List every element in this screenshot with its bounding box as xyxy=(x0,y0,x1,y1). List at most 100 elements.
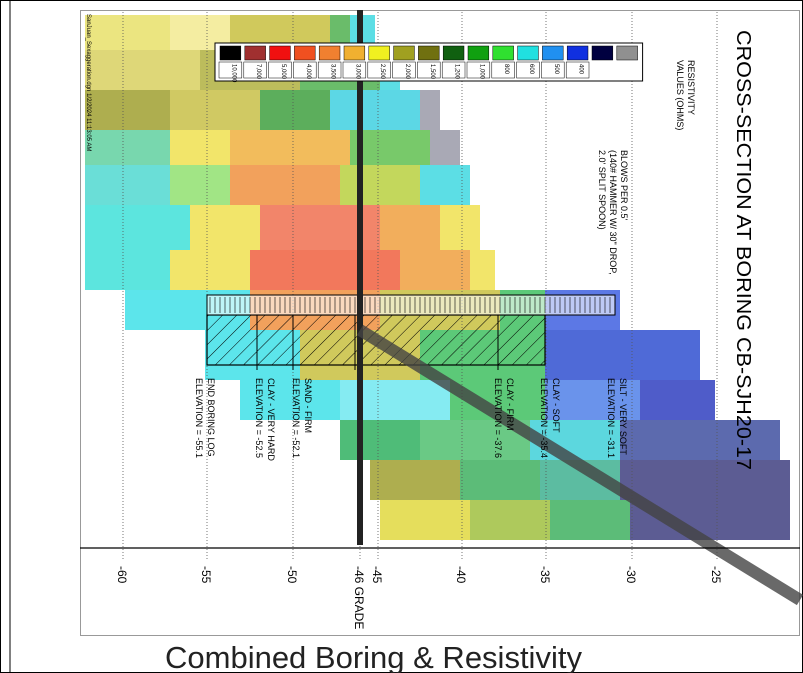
axis-label: -55 xyxy=(199,566,213,584)
resistivity-block xyxy=(85,90,170,130)
resistivity-block xyxy=(85,165,170,205)
resistivity-block xyxy=(550,500,630,540)
resistivity-block xyxy=(85,15,170,50)
resistivity-block xyxy=(440,205,480,250)
resistivity-block xyxy=(260,90,330,130)
blows-note: (140# HAMMER W/ 30" DROP, xyxy=(608,150,618,275)
resistivity-block xyxy=(400,250,470,290)
resistivity-block xyxy=(470,500,550,540)
legend-value: 7,000 xyxy=(255,64,261,80)
legend-swatch xyxy=(318,45,341,61)
resistivity-block xyxy=(170,130,230,165)
resistivity-block xyxy=(240,380,340,420)
legend-value: 400 xyxy=(578,64,584,75)
axis-label: -30 xyxy=(624,566,638,584)
resistivity-block xyxy=(85,130,170,165)
legend-value: 800 xyxy=(503,64,509,75)
axis-label: -40 xyxy=(454,566,468,584)
stratum-name: SILT - VERY SOFT xyxy=(618,378,628,455)
resistivity-block xyxy=(330,90,420,130)
resistivity-block xyxy=(250,250,400,290)
legend-swatch xyxy=(566,45,589,61)
resistivity-block xyxy=(430,130,460,165)
resistivity-block xyxy=(470,250,495,290)
axis-label: -60 xyxy=(115,566,129,584)
stratum-elevation: ELEVATION = -37.6 xyxy=(493,378,503,458)
legend-cell xyxy=(441,61,466,79)
legend-value: 600 xyxy=(528,64,534,75)
resistivity-block xyxy=(170,90,260,130)
stratum-elevation: ELEVATION = -52.5 xyxy=(254,378,264,458)
stratum-elevation: ELEVATION = -55.1 xyxy=(194,378,204,458)
legend-cell xyxy=(317,61,342,79)
legend-swatch xyxy=(616,45,638,61)
axis-label: -50 xyxy=(285,566,299,584)
stratum-name: SAND - FIRM xyxy=(303,378,313,433)
resistivity-block xyxy=(620,420,780,460)
resistivity-block xyxy=(350,130,430,165)
legend-value: 3,500 xyxy=(330,64,336,80)
resistivity-block xyxy=(545,380,640,420)
axis-label: -35 xyxy=(538,566,552,584)
resistivity-block xyxy=(620,460,790,500)
legend-swatch xyxy=(467,45,490,61)
legend-value: 4,000 xyxy=(305,64,311,80)
legend-cell xyxy=(417,61,441,79)
axis-label: -25 xyxy=(709,566,723,584)
legend-swatch xyxy=(294,45,316,61)
legend-value: 1,200 xyxy=(454,64,460,80)
legend-cell xyxy=(392,61,416,79)
legend-cell xyxy=(466,61,491,79)
resistivity-block xyxy=(640,380,715,420)
legend-cell xyxy=(342,61,367,79)
legend: 10,000 7,000 5,000 4,000 3,500 3,000 2,500 2,00… xyxy=(214,42,696,130)
axis-label: -45 xyxy=(370,566,384,584)
blows-note: BLOWS PER 0.5' xyxy=(619,150,629,221)
resistivity-block xyxy=(170,165,230,205)
legend-swatch xyxy=(542,45,564,61)
legend-value: 1,000 xyxy=(478,64,484,80)
legend-title: VALUES (OHMS) xyxy=(675,60,685,130)
elevation-grid: -60 -55 -50 -46 GRADE -45 -40 -35 -30 -25 xyxy=(115,12,723,629)
stratum-elevation: ELEVATION = -35.4 xyxy=(539,378,549,458)
axis-label: -46 GRADE xyxy=(352,566,366,629)
stratum-elevation: ELEVATION = -52.1 xyxy=(291,378,301,458)
legend-cell xyxy=(491,61,515,79)
caption: Combined Boring & Resistivity xyxy=(165,640,582,673)
legend-swatch xyxy=(244,45,266,61)
resistivity-block xyxy=(170,250,250,290)
legend-value: 10,000 xyxy=(230,64,236,83)
resistivity-block xyxy=(420,90,440,130)
legend-swatch xyxy=(591,45,614,61)
legend-value: 2,000 xyxy=(404,64,410,80)
resistivity-block xyxy=(190,205,260,250)
legend-value: 1,500 xyxy=(429,64,435,80)
drawing-title: CROSS-SECTION AT BORING CB-SJH20-17 xyxy=(732,30,754,470)
resistivity-block xyxy=(330,15,350,50)
labels: CROSS-SECTION AT BORING CB-SJH20-17 SanJu… xyxy=(85,14,754,470)
legend-swatch xyxy=(393,45,415,61)
resistivity-block xyxy=(460,460,540,500)
legend-cell xyxy=(293,61,317,79)
legend-swatch xyxy=(343,45,366,61)
resistivity-block xyxy=(545,330,700,380)
legend-cell xyxy=(243,61,267,79)
resistivity-block xyxy=(340,420,420,460)
resistivity-block xyxy=(85,205,190,250)
legend-cell xyxy=(516,61,540,79)
ground-profile xyxy=(356,324,803,606)
resistivity-block xyxy=(340,165,420,205)
legend-swatch xyxy=(442,45,465,61)
legend-cell xyxy=(565,61,590,79)
resistivity-block xyxy=(420,165,470,205)
legend-swatch xyxy=(517,45,539,61)
file-stamp: SanJuan_Sexaggeration.dgn 1/2/2024 11:13… xyxy=(85,14,91,151)
legend-value: 500 xyxy=(553,64,559,75)
stratum-elevation: ELEVATION = -31.1 xyxy=(606,378,616,458)
resistivity-block xyxy=(370,460,460,500)
legend-swatch xyxy=(269,45,291,61)
stratum-name: END BORING LOG xyxy=(206,378,216,457)
stratum-name: CLAY - VERY HARD xyxy=(266,378,276,461)
legend-title: RESISTIVITY xyxy=(686,60,696,115)
